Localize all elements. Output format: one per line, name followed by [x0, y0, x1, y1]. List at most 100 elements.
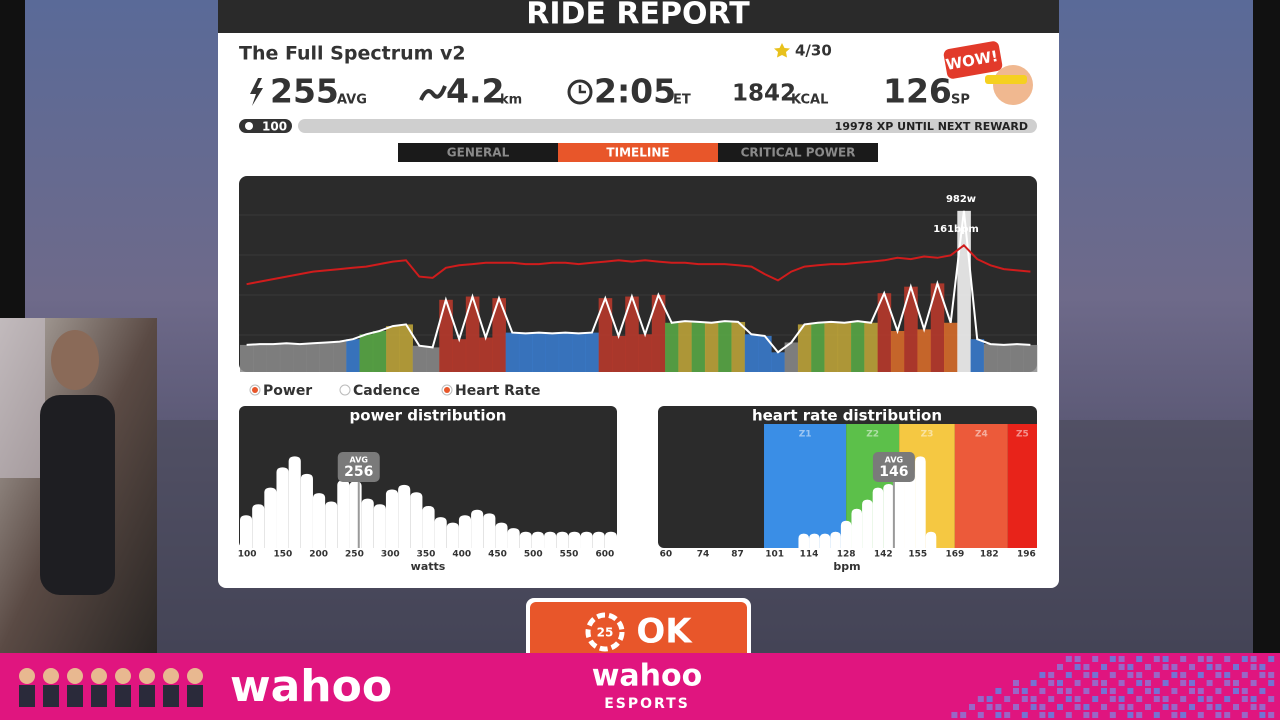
tab[interactable] [398, 143, 558, 162]
pixel [1039, 688, 1046, 694]
legend-label: Cadence [353, 383, 420, 399]
pixel [1013, 680, 1019, 686]
pixel [1259, 688, 1266, 694]
pixel [1189, 688, 1195, 694]
hist-bar [915, 456, 926, 548]
x-tick-label: 200 [309, 550, 328, 560]
pixel [1074, 704, 1081, 710]
stat-value: 126 [883, 72, 952, 111]
avg-box [872, 452, 915, 482]
pixel [1250, 704, 1257, 710]
power-bar [306, 343, 320, 372]
distance-icon [419, 85, 447, 101]
power-bar [240, 344, 254, 372]
x-tick-label: 101 [765, 550, 784, 560]
hist-bar [531, 531, 545, 548]
hist-bar [398, 484, 411, 548]
avatar-glasses [985, 75, 1027, 84]
pixel [1224, 672, 1231, 678]
tab[interactable] [718, 143, 878, 162]
pixel [1215, 688, 1222, 694]
pixel [1268, 672, 1275, 678]
pixel [1153, 688, 1160, 694]
power-bar [970, 339, 985, 372]
pixel [1109, 688, 1116, 694]
pixel [1145, 688, 1151, 694]
power-bar [452, 339, 467, 372]
power-bar [784, 342, 799, 372]
power-bar [1023, 344, 1038, 372]
pixel [1162, 664, 1169, 670]
zone-band [764, 424, 847, 548]
power-bar [651, 294, 666, 372]
x-tick-label: 100 [238, 550, 257, 560]
tab-label[interactable]: TIMELINE [606, 146, 669, 160]
team-avatars [19, 668, 203, 707]
power-bar [399, 324, 413, 372]
tab-label[interactable]: GENERAL [447, 146, 510, 160]
pixel [1083, 672, 1090, 678]
pixel [1083, 712, 1090, 718]
avatar-head [115, 668, 131, 684]
pixel [1206, 704, 1213, 710]
pixel [1224, 712, 1231, 718]
tab-active[interactable] [558, 143, 718, 162]
hist-bar [312, 493, 326, 548]
ok-label[interactable]: OK [636, 612, 693, 652]
power-bar [864, 322, 878, 372]
power-bar [359, 334, 374, 372]
power-bar [412, 345, 427, 372]
x-tick-label: 600 [595, 550, 614, 560]
x-tick-label: 87 [731, 550, 744, 560]
pixel [1180, 656, 1187, 662]
power-bar [638, 334, 653, 372]
x-tick-label: 182 [980, 550, 999, 560]
legend-label: Power [263, 383, 312, 399]
pixel [1136, 672, 1143, 678]
clock-hands [578, 85, 586, 94]
hist-bar [580, 531, 593, 548]
pixel [1180, 712, 1187, 718]
hist-bar [349, 481, 362, 548]
pixel [1180, 672, 1187, 678]
avg-label: AVG [350, 456, 368, 465]
x-tick-label: 300 [381, 550, 400, 560]
hist-bar [446, 522, 459, 548]
pixel [1127, 664, 1134, 670]
pixel [977, 712, 984, 718]
pixel [969, 704, 975, 710]
avatar-head [91, 668, 107, 684]
power-bar [771, 352, 785, 372]
pixel [1215, 664, 1222, 670]
pixel [1004, 696, 1011, 702]
pixel [1074, 696, 1081, 702]
pixel [1215, 712, 1222, 718]
tab-label[interactable]: CRITICAL POWER [741, 146, 856, 160]
pixel [1065, 696, 1072, 702]
pixel [1021, 712, 1028, 718]
hist-bar [410, 492, 423, 548]
power-bar [585, 332, 599, 372]
power-bar [997, 344, 1011, 372]
pixel [1171, 704, 1178, 710]
pixel [1268, 680, 1275, 686]
power-icon [250, 78, 263, 106]
stat-value: 255 [270, 72, 339, 111]
report-title: RIDE REPORT [526, 0, 750, 32]
pixel [1233, 704, 1239, 710]
hist-bar [830, 531, 841, 548]
report-header [218, 0, 1059, 33]
pixel [951, 712, 958, 718]
power-dist-title: power distribution [350, 407, 507, 425]
pixel [1065, 656, 1072, 662]
power-bar [293, 344, 307, 372]
power-bar [465, 296, 480, 372]
pixel [1136, 656, 1143, 662]
avg-value: 256 [344, 464, 373, 480]
ok-button[interactable] [530, 602, 747, 668]
pixel [1083, 688, 1090, 694]
power-bar [665, 322, 679, 372]
pixel [1057, 688, 1063, 694]
pixel [1241, 656, 1248, 662]
avatar-body [163, 685, 179, 707]
